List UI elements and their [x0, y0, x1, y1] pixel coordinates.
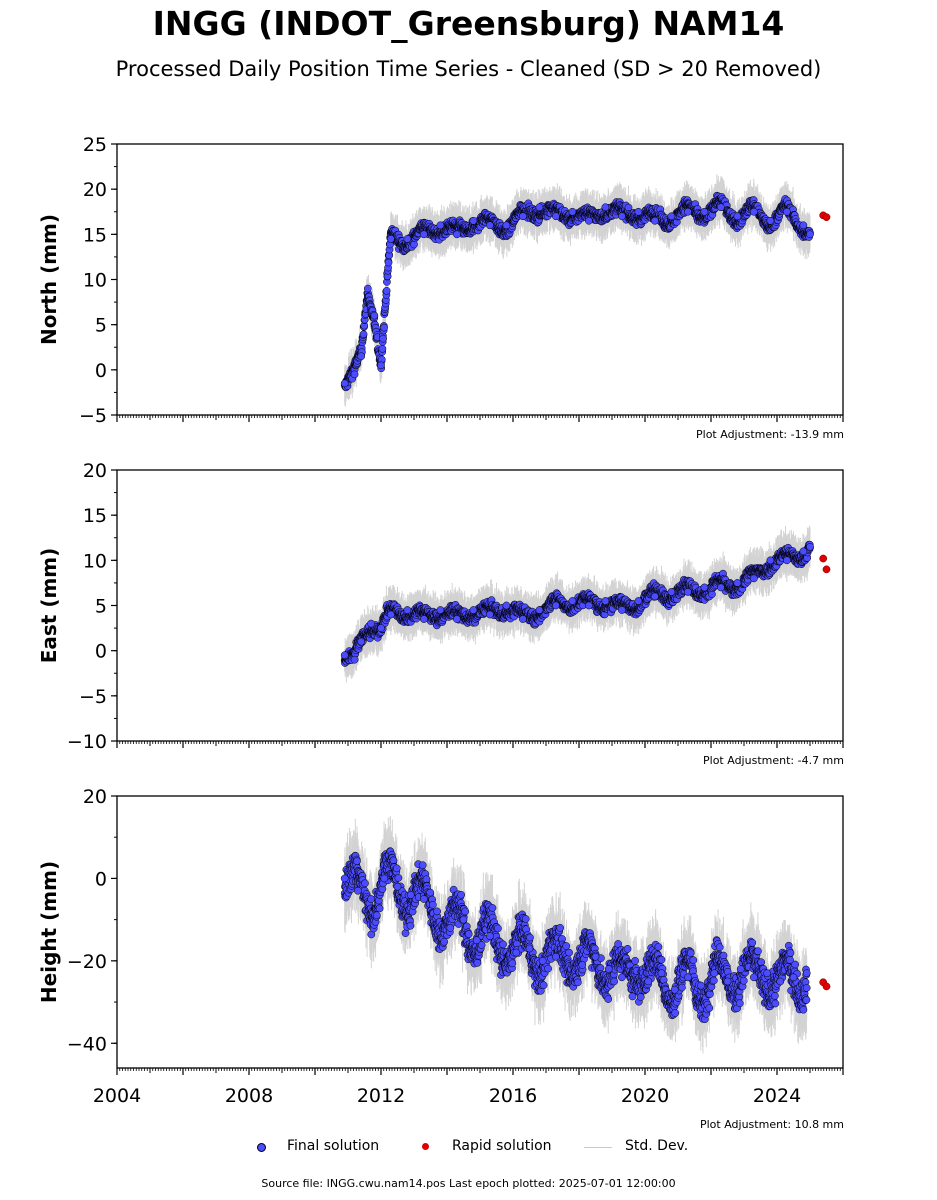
north-final-points	[340, 191, 814, 392]
north-final-key-point	[535, 203, 544, 212]
north-final-key-point	[766, 216, 775, 225]
north-final-point	[382, 286, 391, 295]
north-y-tick-label: −5	[79, 405, 107, 427]
north-final-key-point	[733, 212, 742, 221]
north-final-key-point	[618, 212, 626, 221]
north-final-key-point	[340, 379, 349, 388]
north-final-key-point	[700, 207, 709, 216]
north-final-key-point	[585, 216, 593, 225]
north-final-key-point	[601, 203, 610, 212]
north-final-key-point	[363, 284, 372, 293]
north-y-tick-label: 5	[95, 315, 107, 337]
north-final-key-point	[502, 221, 511, 230]
north-final-key-point	[634, 207, 643, 216]
north-final-key-point	[799, 221, 808, 230]
north-panel: −5 0 5 10 15 20 25 North (mm)	[37, 134, 844, 427]
north-final-key-point	[806, 230, 814, 239]
north-final-key-point	[717, 203, 725, 212]
chart-subtitle: Processed Daily Position Time Series - C…	[115, 57, 822, 81]
north-final-key-point	[420, 230, 428, 239]
north-final-key-point	[453, 230, 461, 239]
north-final-key-point	[783, 207, 791, 216]
north-final-point	[379, 334, 387, 343]
east-data	[340, 525, 831, 683]
north-final-key-point	[684, 207, 692, 216]
north-final-key-point	[750, 207, 758, 216]
north-final-key-point	[387, 235, 395, 243]
north-final-key-point	[357, 352, 366, 361]
north-final-key-point	[350, 370, 359, 379]
north-y-tick-label: 15	[83, 224, 107, 246]
north-final-point	[378, 344, 387, 353]
north-final-point	[410, 240, 418, 249]
north-final-key-point	[403, 235, 412, 243]
north-y-tick-label: 20	[83, 179, 107, 201]
north-final-key-point	[469, 216, 478, 225]
north-y-tick-label: 0	[95, 360, 107, 382]
north-final-key-point	[519, 212, 527, 221]
north-axes-frame	[116, 143, 844, 416]
north-final-key-point	[568, 207, 577, 216]
north-final-key-point	[552, 212, 560, 221]
north-final-point	[359, 330, 368, 339]
north-y-axis-label: North (mm)	[37, 214, 61, 345]
north-final-key-point	[667, 212, 676, 221]
north-final-key-point	[651, 216, 659, 225]
north-data	[340, 174, 831, 407]
north-final-key-point	[436, 221, 445, 230]
north-final-point	[380, 323, 388, 332]
north-final-key-point	[370, 311, 379, 320]
north-final-point	[384, 258, 393, 267]
north-final-key-point	[377, 361, 385, 370]
north-rapid-point	[822, 213, 831, 222]
chart-title: INGG (INDOT_Greensburg) NAM14	[152, 4, 785, 43]
north-y-tick-label: 25	[83, 134, 107, 156]
north-y-tick-label: 10	[83, 270, 107, 292]
north-final-key-point	[486, 221, 494, 230]
